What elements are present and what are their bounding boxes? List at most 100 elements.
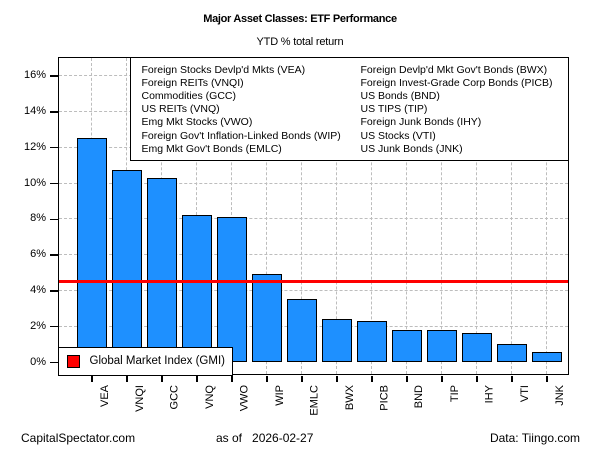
etf-legend-item: Emg Mkt Stocks (VWO) xyxy=(141,116,253,129)
x-axis-tick xyxy=(266,376,268,382)
etf-legend-item: Foreign REITs (VNQI) xyxy=(141,76,244,89)
vertical-gridline xyxy=(231,58,233,374)
bar-BND xyxy=(391,329,422,362)
bar-VTI xyxy=(496,344,527,362)
etf-legend-right-column: Foreign Devlp'd Mkt Gov't Bonds (BWX) For… xyxy=(361,64,569,160)
x-axis-tick xyxy=(371,376,373,382)
vertical-gridline xyxy=(476,58,478,374)
x-axis-tick xyxy=(161,376,163,382)
y-tick-label: 2% xyxy=(30,319,46,332)
x-tick-label: GCC xyxy=(168,385,181,410)
x-axis-tick xyxy=(546,376,548,382)
x-tick-label: VTI xyxy=(518,385,531,403)
x-axis-tick xyxy=(441,376,443,382)
etf-legend-item: US Junk Bonds (JNK) xyxy=(360,142,463,155)
bar-IHY xyxy=(461,333,492,362)
bar-VNQI xyxy=(111,170,142,362)
y-axis-tick xyxy=(50,254,58,256)
x-axis-tick xyxy=(126,376,128,382)
y-axis-tick xyxy=(50,146,58,149)
y-tick-label: 12% xyxy=(23,140,46,153)
bar-VNQ xyxy=(181,215,212,362)
y-axis-tick xyxy=(50,75,58,77)
etf-legend-item: Foreign Stocks Devlp'd Mkts (VEA) xyxy=(141,63,306,76)
y-tick-label: 16% xyxy=(23,69,46,82)
bar-BWX xyxy=(321,319,352,362)
vertical-gridline xyxy=(546,58,548,374)
vertical-gridline xyxy=(511,58,513,374)
etf-legend-box: Foreign Stocks Devlp'd Mkts (VEA) Foreign… xyxy=(129,56,569,161)
x-axis-tick xyxy=(476,376,478,382)
etf-legend-item: Commodities (GCC) xyxy=(141,89,237,102)
x-tick-label: IHY xyxy=(483,385,496,404)
x-tick-label: VNQI xyxy=(133,385,146,412)
gmi-legend-box: Global Market Index (GMI) xyxy=(57,346,233,376)
y-tick-label: 10% xyxy=(23,176,46,189)
data-source: Data: Tiingo.com xyxy=(489,431,580,445)
horizontal-gridline xyxy=(59,254,568,256)
gmi-color-swatch xyxy=(66,354,80,368)
etf-legend-left-column: Foreign Stocks Devlp'd Mkts (VEA) Foreign… xyxy=(142,64,361,160)
vertical-gridline xyxy=(371,58,373,374)
bar-VWO xyxy=(216,217,247,362)
x-tick-label: VNQ xyxy=(203,385,216,409)
etf-legend-item: US Stocks (VTI) xyxy=(360,129,436,142)
as-of-date: as of 2026-02-27 xyxy=(216,431,313,445)
x-axis-tick xyxy=(231,376,233,382)
x-tick-label: JNK xyxy=(553,385,566,406)
bar-TIP xyxy=(426,329,457,362)
gmi-reference-line xyxy=(59,279,568,283)
vertical-gridline xyxy=(301,58,303,374)
vertical-gridline xyxy=(336,58,338,374)
x-axis-tick xyxy=(336,376,338,382)
etf-legend-item: US REITs (VNQ) xyxy=(141,103,220,116)
etf-legend-item: Foreign Gov't Inflation-Linked Bonds (WI… xyxy=(141,129,341,142)
x-tick-label: EMLC xyxy=(308,385,321,416)
horizontal-gridline xyxy=(59,182,568,184)
y-tick-label: 14% xyxy=(23,104,46,117)
bar-PICB xyxy=(356,320,387,362)
bar-WIP xyxy=(251,274,282,362)
horizontal-gridline xyxy=(59,289,568,291)
y-tick-label: 8% xyxy=(30,212,46,225)
x-axis-tick xyxy=(91,376,93,382)
y-tick-label: 0% xyxy=(30,355,46,368)
x-tick-label: WIP xyxy=(273,385,286,406)
vertical-gridline xyxy=(441,58,443,374)
x-tick-label: PICB xyxy=(378,385,391,411)
plot-area: Foreign Stocks Devlp'd Mkts (VEA) Foreign… xyxy=(57,56,569,376)
bar-VEA xyxy=(76,138,107,362)
etf-legend-item: US Bonds (BND) xyxy=(360,89,440,102)
x-tick-label: BND xyxy=(413,385,426,409)
y-axis-tick xyxy=(50,111,58,113)
vertical-gridline xyxy=(266,58,268,374)
horizontal-gridline xyxy=(59,218,568,220)
bar-JNK xyxy=(531,352,562,362)
y-tick-label: 6% xyxy=(30,248,46,261)
y-axis-tick xyxy=(50,361,58,364)
bar-EMLC xyxy=(286,299,317,362)
etf-legend-item: Foreign Devlp'd Mkt Gov't Bonds (BWX) xyxy=(360,63,548,76)
x-tick-label: BWX xyxy=(343,385,356,411)
y-axis-tick xyxy=(50,325,58,328)
y-axis-tick xyxy=(50,218,58,221)
x-tick-label: TIP xyxy=(448,385,461,403)
bar-GCC xyxy=(146,177,177,362)
etf-legend-item: Foreign Invest-Grade Corp Bonds (PICB) xyxy=(360,76,553,89)
chart-subtitle: YTD % total return xyxy=(256,36,344,48)
y-axis-tick xyxy=(50,290,58,292)
as-of-label: as of xyxy=(216,431,243,445)
x-axis-tick xyxy=(196,376,198,382)
y-axis-tick xyxy=(50,182,58,185)
chart-title: Major Asset Classes: ETF Performance xyxy=(203,13,397,25)
x-tick-label: VEA xyxy=(98,385,111,408)
y-tick-label: 4% xyxy=(30,283,46,296)
etf-legend-item: Emg Mkt Gov't Bonds (EMLC) xyxy=(141,142,282,155)
etf-legend-item: US TIPS (TIP) xyxy=(360,103,428,116)
etf-legend-item: Foreign Junk Bonds (IHY) xyxy=(360,116,482,129)
x-axis-tick xyxy=(511,376,513,382)
vertical-gridline xyxy=(406,58,408,374)
x-axis-tick xyxy=(301,376,303,382)
gmi-legend-label: Global Market Index (GMI) xyxy=(89,355,225,367)
